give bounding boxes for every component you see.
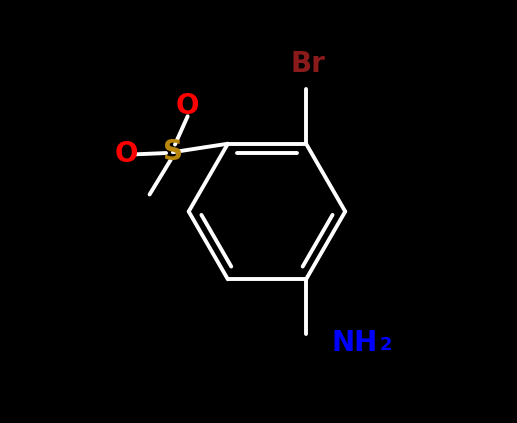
Text: O: O [115,140,138,168]
Text: S: S [163,138,183,166]
Text: Br: Br [291,50,326,78]
Text: 2: 2 [380,336,392,354]
Text: NH: NH [331,329,378,357]
Text: O: O [176,92,200,120]
